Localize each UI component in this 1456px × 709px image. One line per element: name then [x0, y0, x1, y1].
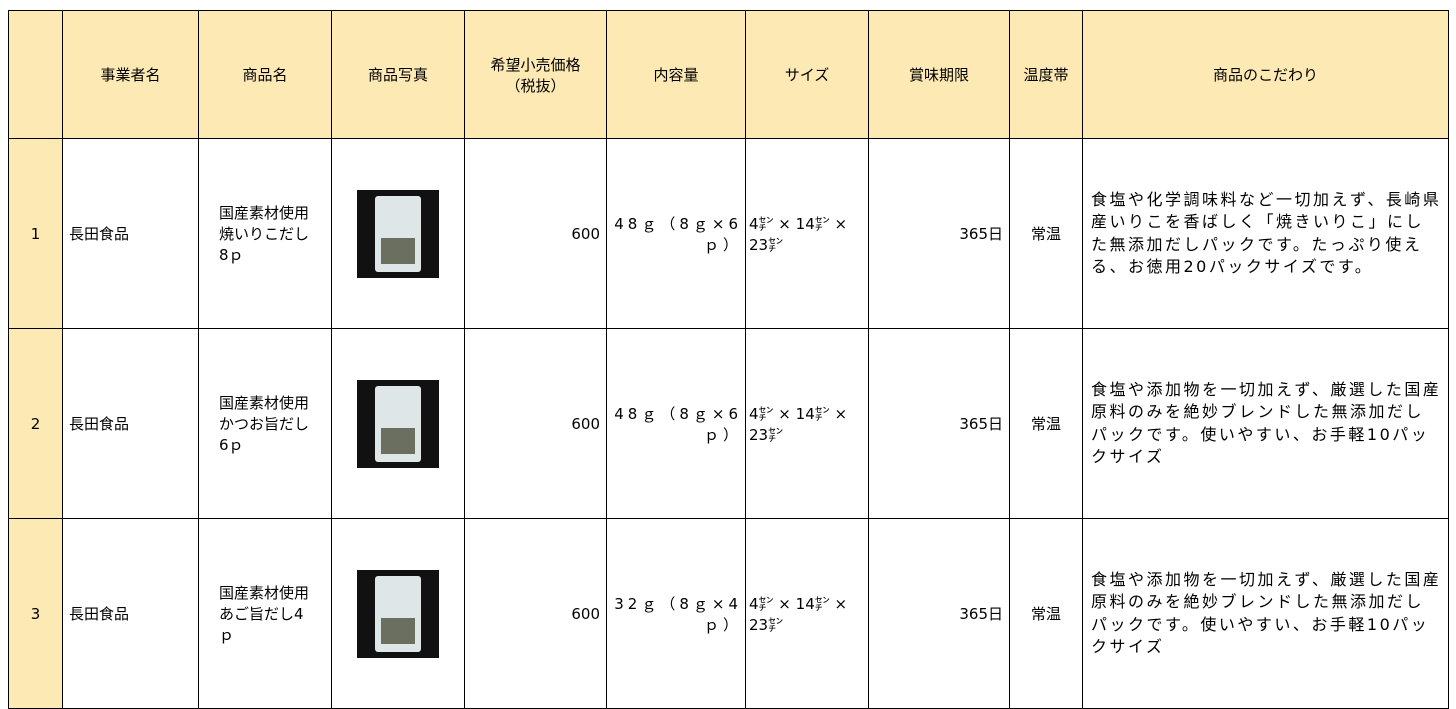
shelf-cell: 365日	[868, 328, 1010, 519]
company-cell: 長田食品	[62, 138, 199, 329]
product-photo	[357, 569, 439, 658]
product-table: 事業者名 商品名 商品写真 希望小売価格 （税抜） 内容量 サイズ 賞味期限 温度帯 商品のこだ…	[8, 10, 1449, 709]
header-cell: 温度帯	[1009, 10, 1083, 139]
header-cell: 商品名	[198, 10, 332, 139]
price-cell: 600	[464, 518, 607, 709]
header-cell: 賞味期限	[868, 10, 1010, 139]
shelf-cell: 365日	[868, 138, 1010, 329]
package	[375, 575, 421, 652]
content-cell: 48ｇ（8ｇ×6ｐ）	[606, 328, 746, 519]
content-cell: 48ｇ（8ｇ×6ｐ）	[606, 138, 746, 329]
product-name: 国産素材使用 かつお旨だし6ｐ	[219, 394, 325, 454]
desc-cell: 食塩や添加物を一切加えず、厳選した国産原料のみを絶妙ブレンドした無添加だしパック…	[1082, 518, 1449, 709]
header-row: 事業者名 商品名 商品写真 希望小売価格 （税抜） 内容量 サイズ 賞味期限 温度帯 商品のこだ…	[8, 10, 1449, 139]
company-cell: 長田食品	[62, 518, 199, 709]
name-cell: 国産素材使用 焼いりこだし8ｐ	[198, 138, 332, 329]
company-cell: 長田食品	[62, 328, 199, 519]
package	[375, 385, 421, 462]
size-cell: 4㌢ × 14㌢ × 23㌢	[745, 328, 869, 519]
header-cell: 事業者名	[62, 10, 199, 139]
table-row: 2 長田食品 国産素材使用 かつお旨だし6ｐ 600 48ｇ（8ｇ×6ｐ） 4㌢ × 14…	[8, 328, 1449, 519]
header-cell: 商品のこだわり	[1082, 10, 1449, 139]
header-cell: 内容量	[606, 10, 746, 139]
shelf-cell: 365日	[868, 518, 1010, 709]
product-name: 国産素材使用あご旨だし4ｐ	[219, 584, 310, 644]
photo-cell	[331, 138, 465, 329]
photo-cell	[331, 328, 465, 519]
no-cell: 1	[8, 138, 63, 329]
table-row: 3 長田食品 国産素材使用あご旨だし4ｐ 600 32ｇ（8ｇ×4ｐ） 4㌢ × 14㌢ …	[8, 518, 1449, 709]
size-cell: 4㌢ × 14㌢ × 23㌢	[745, 518, 869, 709]
content-cell: 32ｇ（8ｇ×4ｐ）	[606, 518, 746, 709]
temp-cell: 常温	[1009, 138, 1083, 329]
desc-cell: 食塩や化学調味料など一切加えず、長崎県産いりこを香ばしく「焼きいりこ」にした無添…	[1082, 138, 1449, 329]
photo-cell	[331, 518, 465, 709]
product-photo	[357, 189, 439, 278]
table-body: 1 長田食品 国産素材使用 焼いりこだし8ｐ 600 48ｇ（8ｇ×6ｐ） 4㌢ × 14…	[8, 138, 1449, 709]
temp-cell: 常温	[1009, 518, 1083, 709]
no-cell: 2	[8, 328, 63, 519]
desc-cell: 食塩や添加物を一切加えず、厳選した国産原料のみを絶妙ブレンドした無添加だしパック…	[1082, 328, 1449, 519]
table-row: 1 長田食品 国産素材使用 焼いりこだし8ｐ 600 48ｇ（8ｇ×6ｐ） 4㌢ × 14…	[8, 138, 1449, 329]
size-cell: 4㌢ × 14㌢ × 23㌢	[745, 138, 869, 329]
product-name: 国産素材使用 焼いりこだし8ｐ	[219, 204, 325, 264]
name-cell: 国産素材使用あご旨だし4ｐ	[198, 518, 332, 709]
package	[375, 195, 421, 272]
header-cell: 商品写真	[331, 10, 465, 139]
product-photo	[357, 379, 439, 468]
header-cell: 希望小売価格 （税抜）	[464, 10, 607, 139]
header-cell	[8, 10, 63, 139]
price-cell: 600	[464, 138, 607, 329]
temp-cell: 常温	[1009, 328, 1083, 519]
header-cell: サイズ	[745, 10, 869, 139]
name-cell: 国産素材使用 かつお旨だし6ｐ	[198, 328, 332, 519]
price-cell: 600	[464, 328, 607, 519]
no-cell: 3	[8, 518, 63, 709]
